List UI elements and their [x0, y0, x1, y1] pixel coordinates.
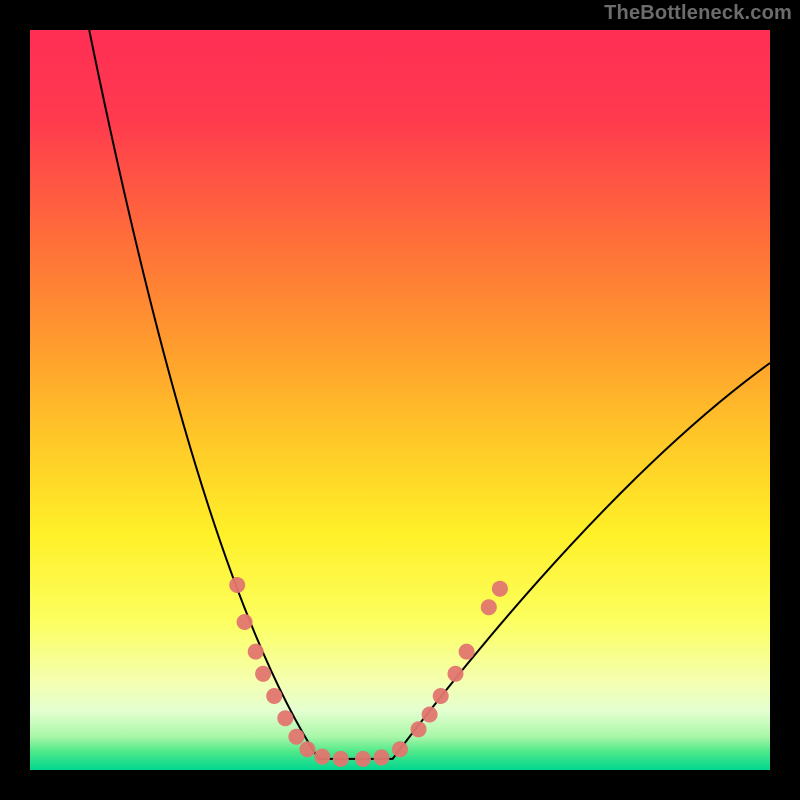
data-marker	[481, 599, 497, 615]
data-marker	[411, 721, 427, 737]
data-marker	[448, 666, 464, 682]
watermark-text: TheBottleneck.com	[604, 2, 792, 25]
data-marker	[229, 577, 245, 593]
data-marker	[277, 710, 293, 726]
data-marker	[492, 581, 508, 597]
data-marker	[355, 751, 371, 767]
data-marker	[433, 688, 449, 704]
data-marker	[333, 751, 349, 767]
data-marker	[459, 644, 475, 660]
data-marker	[392, 741, 408, 757]
chart-background	[30, 30, 770, 770]
data-marker	[266, 688, 282, 704]
data-marker	[314, 749, 330, 765]
data-marker	[374, 749, 390, 765]
data-marker	[300, 741, 316, 757]
data-marker	[288, 729, 304, 745]
data-marker	[255, 666, 271, 682]
data-marker	[422, 707, 438, 723]
bottleneck-chart	[0, 0, 800, 800]
chart-frame: TheBottleneck.com	[0, 0, 800, 800]
data-marker	[237, 614, 253, 630]
data-marker	[248, 644, 264, 660]
